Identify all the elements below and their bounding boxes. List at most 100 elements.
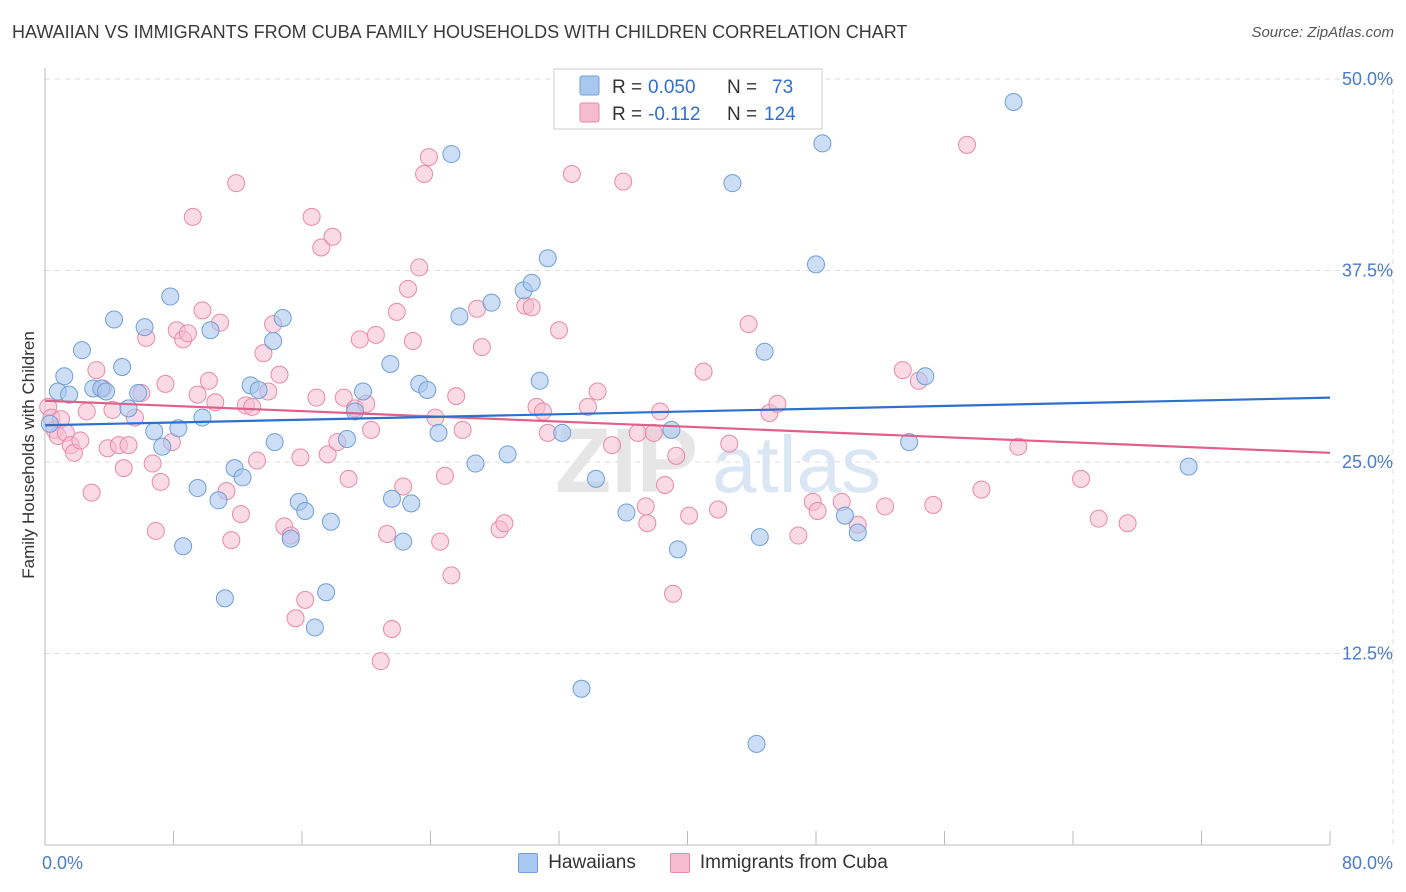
cuba-point: [307, 388, 326, 407]
legend-label-cuba: Immigrants from Cuba: [699, 852, 888, 873]
y-tick-label: 37.5%: [1342, 261, 1393, 281]
cuba-point: [442, 566, 461, 585]
hawaiians-point: [281, 529, 300, 548]
cuba-point: [578, 397, 597, 416]
trend-lines: [44, 396, 1331, 454]
cuba-point: [286, 609, 305, 628]
hawaiians-point: [848, 523, 867, 542]
hawaiians-trend-line: [44, 396, 1331, 427]
hawaiians-point: [1004, 92, 1023, 111]
cuba-point: [254, 344, 273, 363]
hawaiians-point: [321, 512, 340, 531]
hawaiians-point: [586, 469, 605, 488]
cuba-point: [957, 135, 976, 154]
legend-r-value-hawaiians: 0.050: [648, 77, 696, 98]
legend-swatch-hawaiians-bottom: [518, 853, 539, 873]
legend-r-value-cuba: -0.112: [648, 104, 700, 125]
hawaiians-point: [466, 454, 485, 473]
cuba-point: [350, 330, 369, 349]
cuba-point: [588, 382, 607, 401]
watermark-atlas: atlas: [712, 420, 881, 509]
hawaiians-point: [305, 618, 324, 637]
watermark: ZIP atlas: [555, 410, 881, 512]
cuba-point: [87, 361, 106, 380]
cuba-point: [472, 338, 491, 357]
legend-item-cuba: Immigrants from Cuba: [669, 852, 888, 874]
x-tick-label-max: 80.0%: [1342, 853, 1393, 873]
hawaiians-point: [572, 679, 591, 698]
y-tick-label: 12.5%: [1342, 644, 1393, 664]
cuba-point: [447, 387, 466, 406]
cuba-point: [664, 584, 683, 603]
hawaiians-point: [418, 380, 437, 399]
cuba-point: [366, 325, 385, 344]
hawaiians-point: [97, 382, 116, 401]
hawaiians-point: [1179, 457, 1198, 476]
cuba-point: [248, 451, 267, 470]
legend-n-value-hawaiians: 73: [772, 77, 793, 98]
cuba-point: [924, 495, 943, 514]
hawaiians-point: [233, 468, 252, 487]
cuba-point: [82, 483, 101, 502]
legend-n-label-hawaiians: N =: [727, 77, 757, 98]
cuba-point: [638, 514, 657, 533]
cuba-point: [495, 514, 514, 533]
hawaiians-point: [201, 321, 220, 340]
hawaiians-point: [72, 341, 91, 360]
legend-n-label-cuba: N =: [727, 104, 757, 125]
hawaiians-point: [209, 491, 228, 510]
hawaiians-point: [668, 540, 687, 559]
cuba-point: [119, 436, 138, 455]
cuba-point: [323, 227, 342, 246]
legend-label-hawaiians: Hawaiians: [548, 852, 636, 873]
hawaiians-point: [55, 367, 74, 386]
cuba-point: [789, 526, 808, 545]
top-legend: R = 0.050 N = 73 R = -0.112 N = 124: [553, 68, 823, 130]
hawaiians-point: [662, 420, 681, 439]
cuba-point: [972, 480, 991, 499]
hawaiians-point: [402, 494, 421, 513]
cuba-point: [296, 590, 315, 609]
hawaiians-point: [215, 589, 234, 608]
cuba-point: [193, 301, 212, 320]
cuba-point: [636, 497, 655, 516]
cuba-point: [628, 423, 647, 442]
hawaiians-point: [169, 419, 188, 438]
hawaiians-point: [273, 308, 292, 327]
hawaiians-point: [264, 331, 283, 350]
hawaiians-point: [119, 399, 138, 418]
hawaiians-point: [530, 371, 549, 390]
legend-item-hawaiians: Hawaiians: [518, 852, 636, 874]
cuba-point: [199, 371, 218, 390]
hawaiians-point: [354, 382, 373, 401]
cuba-point: [291, 448, 310, 467]
cuba-point: [603, 436, 622, 455]
hawaiians-point: [113, 358, 132, 377]
hawaiians-point: [145, 422, 164, 441]
cuba-point: [808, 502, 827, 521]
cuba-point: [680, 506, 699, 525]
hawaiians-point: [174, 537, 193, 556]
series-hawaiians-points: [40, 92, 1198, 753]
hawaiians-point: [617, 503, 636, 522]
hawaiians-point: [429, 423, 448, 442]
hawaiians-point: [482, 293, 501, 312]
hawaiians-point: [317, 583, 336, 602]
cuba-point: [893, 361, 912, 380]
cuba-point: [387, 302, 406, 321]
hawaiians-point: [750, 528, 769, 547]
hawaiians-point: [129, 384, 148, 403]
cuba-point: [318, 445, 337, 464]
cuba-point: [270, 365, 289, 384]
cuba-trend-line: [44, 399, 1331, 454]
hawaiians-point: [381, 354, 400, 373]
cuba-point: [435, 466, 454, 485]
hawaiians-point: [498, 445, 517, 464]
hawaiians-point: [755, 342, 774, 361]
cuba-point: [453, 420, 472, 439]
cuba-point: [231, 505, 250, 524]
cuba-point: [720, 434, 739, 453]
hawaiians-point: [265, 433, 284, 452]
cuba-point: [227, 174, 246, 193]
